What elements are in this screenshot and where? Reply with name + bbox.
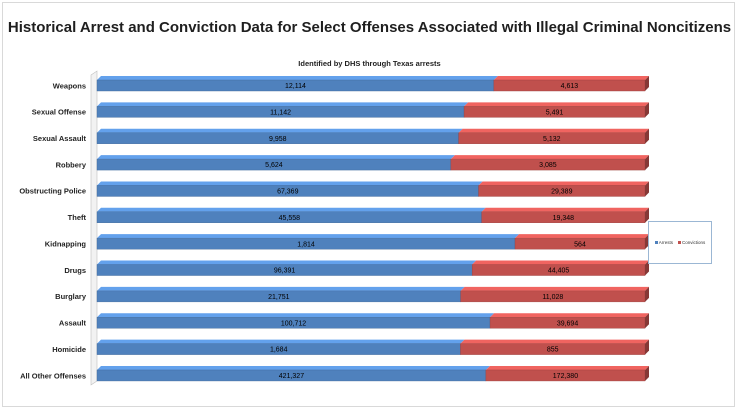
bar-top-arrests (97, 339, 465, 344)
bar-end-cap (645, 365, 649, 381)
bar-top-convictions (478, 181, 649, 186)
bar-top-arrests (97, 207, 486, 212)
bar-end-cap (645, 76, 649, 91)
bar-end-cap (645, 260, 649, 276)
category-label: Assault (59, 319, 87, 328)
bar-top-arrests (97, 260, 477, 265)
bar-top-arrests (97, 155, 455, 160)
data-label-arrests: 1,814 (297, 241, 315, 248)
chart-side-wall (90, 70, 98, 386)
data-label-arrests: 1,684 (270, 347, 288, 354)
data-label-convictions: 39,694 (557, 320, 579, 327)
data-label-convictions: 5,132 (543, 136, 561, 143)
legend-swatch-arrests (654, 241, 658, 244)
data-label-convictions: 44,405 (548, 268, 570, 275)
data-label-convictions: 855 (547, 347, 559, 354)
data-label-arrests: 9,958 (269, 136, 287, 143)
legend-label-arrests: Arrests (658, 240, 673, 245)
bar-top-arrests (97, 181, 483, 186)
bar-top-convictions (460, 339, 649, 344)
legend-label-convictions: Convictions (682, 240, 706, 245)
category-label: Drugs (64, 266, 86, 275)
bar-top-convictions (485, 365, 649, 370)
data-label-convictions: 19,348 (553, 215, 575, 222)
bar-top-arrests (97, 128, 463, 133)
category-label: Kidnapping (45, 239, 87, 248)
data-label-convictions: 5,491 (546, 109, 564, 116)
category-label: Homicide (52, 345, 86, 354)
data-label-arrests: 421,327 (279, 373, 304, 380)
legend-item-arrests: Arrests (654, 240, 673, 245)
data-label-arrests: 12,114 (285, 83, 306, 90)
data-label-arrests: 100,712 (281, 320, 306, 327)
bar-top-arrests (97, 365, 490, 370)
category-label: Theft (68, 213, 87, 222)
bar-top-convictions (460, 286, 649, 291)
data-label-arrests: 96,391 (274, 268, 296, 275)
category-label: Robbery (56, 160, 87, 169)
bar-top-convictions (450, 155, 649, 160)
bar-end-cap (645, 339, 649, 355)
data-label-convictions: 3,085 (539, 162, 557, 169)
data-label-convictions: 172,380 (553, 373, 578, 380)
data-label-convictions: 4,613 (561, 83, 579, 90)
bar-end-cap (645, 286, 649, 302)
bar-top-arrests (97, 234, 520, 239)
data-label-arrests: 5,624 (265, 162, 283, 169)
category-label: Sexual Assault (33, 134, 87, 143)
bar-top-convictions (458, 128, 649, 133)
category-label: Burglary (55, 292, 87, 301)
category-label: Sexual Offense (32, 108, 86, 117)
data-label-convictions: 29,389 (551, 189, 573, 196)
bar-top-convictions (493, 76, 649, 80)
bar-top-convictions (472, 260, 649, 265)
chart-subtitle: Identified by DHS through Texas arrests (298, 59, 441, 68)
bar-end-cap (645, 155, 649, 171)
bar-end-cap (645, 181, 649, 197)
legend-swatch-convictions (678, 241, 681, 244)
bar-end-cap (645, 128, 649, 144)
bar-top-arrests (97, 286, 465, 291)
bar-top-convictions (464, 102, 649, 107)
data-label-arrests: 21,751 (268, 294, 290, 301)
data-label-arrests: 67,369 (277, 189, 299, 196)
category-label: Obstructing Police (19, 187, 86, 196)
bar-end-cap (645, 313, 649, 329)
legend-item-convictions: Convictions (678, 240, 705, 245)
chart-frame (2, 2, 735, 407)
bar-end-cap (645, 102, 649, 118)
bar-top-convictions (490, 313, 649, 318)
bar-top-arrests (97, 102, 469, 107)
data-label-arrests: 45,558 (279, 215, 301, 222)
data-label-convictions: 11,028 (542, 294, 563, 301)
bar-top-convictions (481, 207, 649, 212)
bar-top-convictions (515, 234, 649, 239)
category-label: Weapons (53, 81, 86, 90)
bar-top-arrests (97, 313, 495, 318)
data-label-convictions: 564 (574, 241, 586, 248)
category-label: All Other Offenses (20, 371, 86, 380)
chart-title: Historical Arrest and Conviction Data fo… (7, 19, 732, 36)
data-label-arrests: 11,142 (270, 109, 291, 116)
chart-legend: Arrests Convictions (648, 221, 712, 264)
bar-top-arrests (97, 76, 498, 80)
bar-end-cap (645, 207, 649, 223)
